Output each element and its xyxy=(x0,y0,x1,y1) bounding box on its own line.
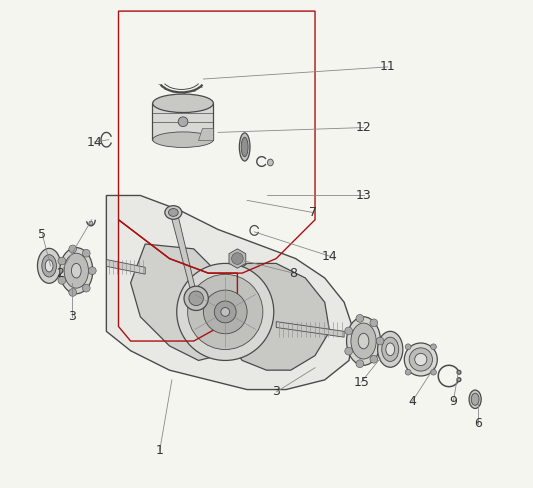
Ellipse shape xyxy=(358,333,369,349)
Text: 15: 15 xyxy=(353,376,369,389)
Ellipse shape xyxy=(184,286,208,310)
Circle shape xyxy=(431,369,437,375)
Circle shape xyxy=(356,360,364,367)
Circle shape xyxy=(69,245,77,253)
Text: 7: 7 xyxy=(309,206,317,219)
Ellipse shape xyxy=(377,331,403,367)
Polygon shape xyxy=(107,196,354,389)
Polygon shape xyxy=(276,322,344,337)
Text: 2: 2 xyxy=(56,266,64,280)
Circle shape xyxy=(457,370,461,374)
Ellipse shape xyxy=(153,132,213,147)
Circle shape xyxy=(345,347,352,355)
Ellipse shape xyxy=(346,317,381,366)
Ellipse shape xyxy=(165,205,182,219)
Circle shape xyxy=(376,337,384,345)
Ellipse shape xyxy=(71,264,81,278)
Polygon shape xyxy=(131,244,228,361)
Ellipse shape xyxy=(469,390,481,408)
Circle shape xyxy=(370,319,378,327)
Circle shape xyxy=(88,267,96,275)
Ellipse shape xyxy=(177,264,274,361)
Ellipse shape xyxy=(60,247,93,294)
Text: 4: 4 xyxy=(408,395,416,408)
Ellipse shape xyxy=(42,255,56,277)
Ellipse shape xyxy=(415,353,427,366)
Ellipse shape xyxy=(45,260,53,272)
Text: 12: 12 xyxy=(356,121,372,134)
Polygon shape xyxy=(169,210,199,302)
Polygon shape xyxy=(107,260,145,274)
Circle shape xyxy=(345,327,352,335)
Text: 14: 14 xyxy=(86,136,102,149)
Polygon shape xyxy=(198,127,213,140)
Ellipse shape xyxy=(178,117,188,126)
Circle shape xyxy=(431,344,437,350)
Ellipse shape xyxy=(471,393,479,406)
Ellipse shape xyxy=(153,94,213,113)
Text: 8: 8 xyxy=(289,266,297,280)
Text: 9: 9 xyxy=(449,395,457,408)
Ellipse shape xyxy=(268,159,273,166)
Circle shape xyxy=(356,314,364,322)
Ellipse shape xyxy=(64,253,88,288)
Ellipse shape xyxy=(189,291,204,305)
Text: 1: 1 xyxy=(156,444,164,457)
Polygon shape xyxy=(218,264,329,370)
Circle shape xyxy=(83,249,90,257)
Ellipse shape xyxy=(382,337,399,362)
Ellipse shape xyxy=(204,290,247,334)
Text: 3: 3 xyxy=(68,310,76,323)
Text: 11: 11 xyxy=(380,61,395,73)
Ellipse shape xyxy=(405,343,437,376)
Polygon shape xyxy=(152,103,213,140)
Ellipse shape xyxy=(214,301,236,323)
Circle shape xyxy=(457,378,461,382)
Ellipse shape xyxy=(188,274,263,349)
Polygon shape xyxy=(229,249,246,268)
Ellipse shape xyxy=(241,137,248,157)
Ellipse shape xyxy=(37,248,61,284)
Text: 5: 5 xyxy=(38,228,46,241)
Circle shape xyxy=(58,277,66,284)
Text: 6: 6 xyxy=(474,417,481,430)
Circle shape xyxy=(231,253,243,264)
Circle shape xyxy=(83,284,90,292)
Circle shape xyxy=(58,257,66,265)
Ellipse shape xyxy=(351,323,376,359)
Text: 14: 14 xyxy=(322,250,337,263)
Circle shape xyxy=(405,344,411,350)
Circle shape xyxy=(69,288,77,296)
Circle shape xyxy=(370,355,378,363)
Ellipse shape xyxy=(386,343,394,356)
Ellipse shape xyxy=(409,348,432,371)
Circle shape xyxy=(405,369,411,375)
Text: 13: 13 xyxy=(356,189,372,202)
Ellipse shape xyxy=(168,208,178,216)
Ellipse shape xyxy=(89,221,93,225)
Ellipse shape xyxy=(239,133,250,161)
Ellipse shape xyxy=(221,307,230,316)
Text: 3: 3 xyxy=(272,386,280,399)
